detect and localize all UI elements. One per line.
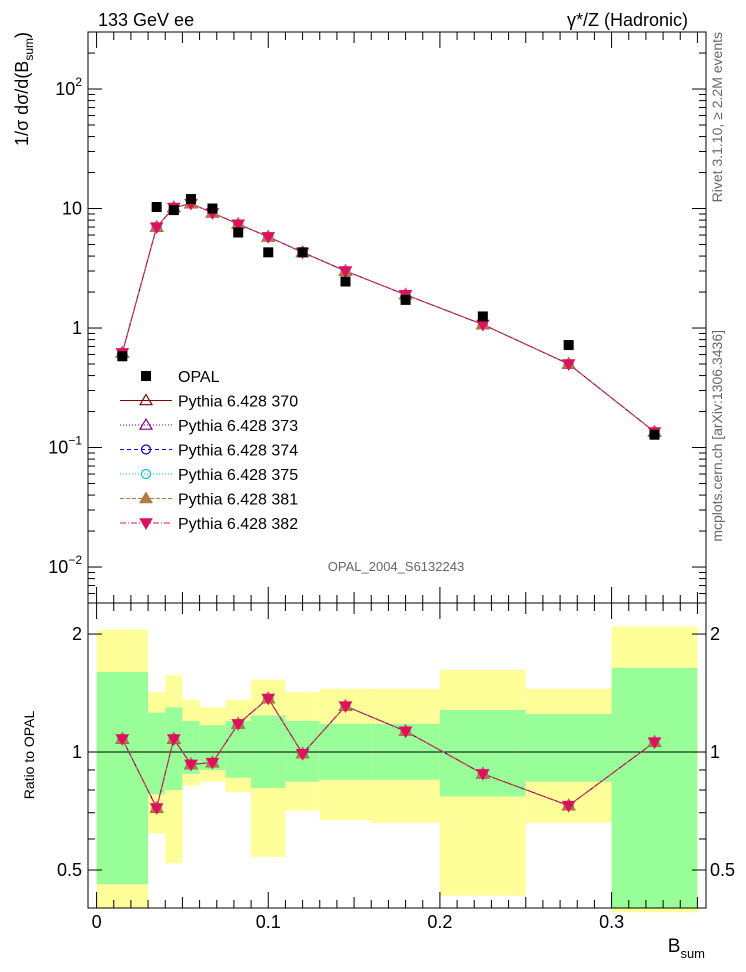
ratio-y-tick-label: 2 [72,624,82,644]
y-tick-label: 10−2 [48,553,82,577]
legend-marker-p382 [139,518,153,530]
mcplots-label: mcplots.cern.ch [arXiv:1306.3436] [709,330,725,542]
x-tick-label: 0 [92,912,102,932]
ratio-point-p382 [338,701,353,714]
point-p382 [231,219,246,232]
ratio-point-p382 [115,734,130,746]
ratio-y-tick-label: 1 [72,742,82,762]
point-opal [400,294,411,305]
point-opal [563,340,574,351]
point-p382 [338,266,353,278]
ratio-point-p382 [184,759,198,772]
band-inner [96,672,149,885]
x-tick-label: 0.3 [599,912,624,932]
point-opal [186,194,196,205]
ratio-point-p382 [261,693,276,706]
ratio-point-p382 [205,757,220,770]
ratio-point-p382 [166,734,181,746]
legend-marker-p374 [140,444,152,455]
legend-label-p382: Pythia 6.428 382 [178,516,298,533]
legend-label-p373: Pythia 6.428 373 [178,418,298,435]
ratio-point-p382 [398,726,413,739]
legend-marker-p373 [138,417,154,430]
point-opal [340,276,351,287]
y-tick-label: 1 [72,318,82,338]
legend-label-p375: Pythia 6.428 375 [178,467,298,484]
legend-marker-p375 [140,468,152,480]
point-p382 [149,222,164,235]
point-p382 [261,232,276,244]
point-opal [649,429,660,440]
point-opal [117,351,128,362]
rivet-label: Rivet 3.1.10, ≥ 2.2M events [709,32,725,202]
ratio-point-p382 [475,769,490,781]
x-axis-label: Bsum [668,936,705,961]
main-plot: 10−2 10−1 1 10 102 [48,31,707,604]
ratio-point-p382 [647,737,662,750]
ratio-y-tick-label: 0.5 [57,860,82,880]
x-tick-label: 0.1 [256,912,281,932]
legend-marker-p381 [138,491,154,504]
legend: OPAL Pythia 6.428 370 Pythia 6.428 373 Pyth… [120,369,298,533]
ratio-y-axis-label: Ratio to OPAL [21,711,37,800]
y-tick-label: 10 [62,199,82,219]
point-p382 [561,359,576,371]
x-tick-label: 0.2 [427,912,452,932]
legend-label-p381: Pythia 6.428 381 [178,492,298,509]
point-opal [297,247,308,258]
legend-marker-opal [141,371,151,381]
legend-label-p374: Pythia 6.428 374 [178,443,298,460]
ratio-point-p382 [295,749,310,761]
y-tick-label: 102 [55,75,82,99]
analysis-watermark: OPAL_2004_S6132243 [328,559,464,574]
ratio-y-tick-label-right: 0.5 [710,860,735,880]
point-opal [477,311,488,322]
band-inner [148,712,166,795]
band-inner [525,714,612,782]
y-tick-label: 10−1 [48,434,82,458]
ratio-y-tick-label-right: 1 [710,742,720,762]
legend-marker-p370 [138,393,154,406]
point-opal [233,227,244,238]
main-y-axis-label: 1/σ dσ/d(Bsum) [12,32,36,146]
ratio-y-tick-label-right: 2 [710,624,720,644]
band-inner [439,710,526,797]
point-opal [168,205,179,216]
ratio-point-p382 [231,719,246,731]
ratio-point-p382 [561,800,576,813]
point-opal [151,201,162,212]
header-left: 133 GeV ee [98,10,194,30]
point-opal [263,247,274,258]
ratio-frame [87,602,707,909]
header-right: γ*/Z (Hadronic) [567,10,688,30]
point-opal [207,203,218,214]
band-inner [165,707,183,791]
ratio-point-p382 [149,803,164,815]
ratio-plot: 0.5 0.5 1 1 2 2 0 0.1 0.2 0.3 [57,602,735,932]
band-inner [611,667,698,908]
legend-label-p370: Pythia 6.428 370 [178,394,298,411]
legend-label-opal: OPAL [178,369,220,386]
